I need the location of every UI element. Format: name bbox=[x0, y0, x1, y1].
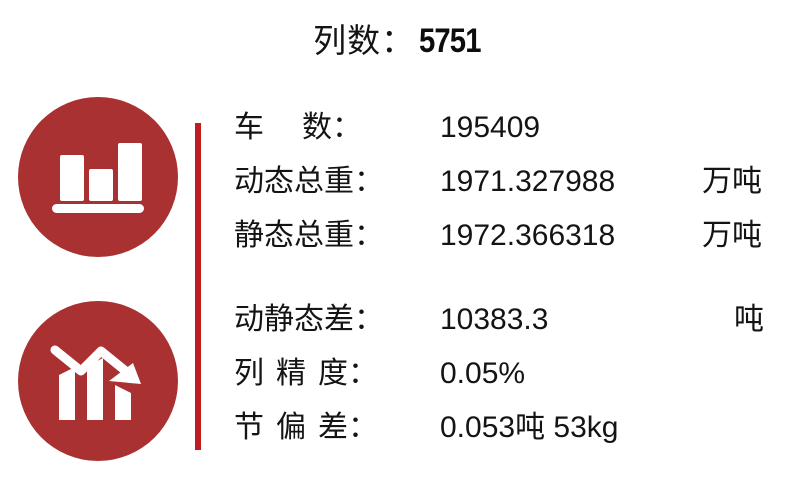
stat-value-section-deviation: 0.053吨 53kg bbox=[440, 411, 619, 444]
stat-row-static-total-weight: 静态总重： 1972.366318 万吨 bbox=[234, 213, 800, 267]
stat-row-car-count: 车数： 195409 bbox=[234, 105, 800, 159]
stat-row-dynamic-total-weight: 动态总重： 1971.327988 万吨 bbox=[234, 159, 800, 213]
stat-label-dynamic-total-weight: 动态总重： bbox=[234, 165, 384, 198]
stat-label-static-total-weight: 静态总重： bbox=[234, 219, 384, 252]
stat-value-dynamic-total-weight: 1971.327988 bbox=[440, 165, 616, 198]
stats-list: 车数： 195409 动态总重： 1971.327988 万吨 静态总重： 19… bbox=[234, 105, 800, 459]
trend-down-icon bbox=[18, 301, 178, 461]
stat-value-static-total-weight: 1972.366318 bbox=[440, 219, 616, 252]
stat-value-dynamic-static-diff: 10383.3 bbox=[440, 303, 549, 336]
stat-row-dynamic-static-diff: 动静态差： 10383.3 吨 bbox=[234, 297, 800, 351]
bar-chart-icon bbox=[18, 97, 178, 257]
stat-row-section-deviation: 节偏差： 0.053吨 53kg bbox=[234, 405, 800, 459]
stat-value-car-count: 195409 bbox=[440, 111, 541, 144]
page-title-value: 5751 bbox=[419, 22, 481, 60]
stat-unit-dynamic-static-diff: 吨 bbox=[734, 303, 764, 336]
stat-label-car-count: 车数： bbox=[234, 111, 362, 144]
stat-label-dynamic-static-diff: 动静态差： bbox=[234, 303, 384, 336]
stat-label-section-deviation: 节偏差： bbox=[234, 411, 378, 444]
stat-row-train-accuracy: 列精度： 0.05% bbox=[234, 351, 800, 405]
stat-value-train-accuracy: 0.05% bbox=[440, 357, 526, 390]
page-title-label: 列数： bbox=[313, 22, 416, 59]
stat-label-train-accuracy: 列精度： bbox=[234, 357, 378, 390]
stat-unit-static-total-weight: 万吨 bbox=[702, 219, 762, 252]
vertical-divider bbox=[195, 123, 201, 450]
page-title: 列数： 5751 bbox=[0, 14, 804, 62]
stat-unit-dynamic-total-weight: 万吨 bbox=[702, 165, 762, 198]
